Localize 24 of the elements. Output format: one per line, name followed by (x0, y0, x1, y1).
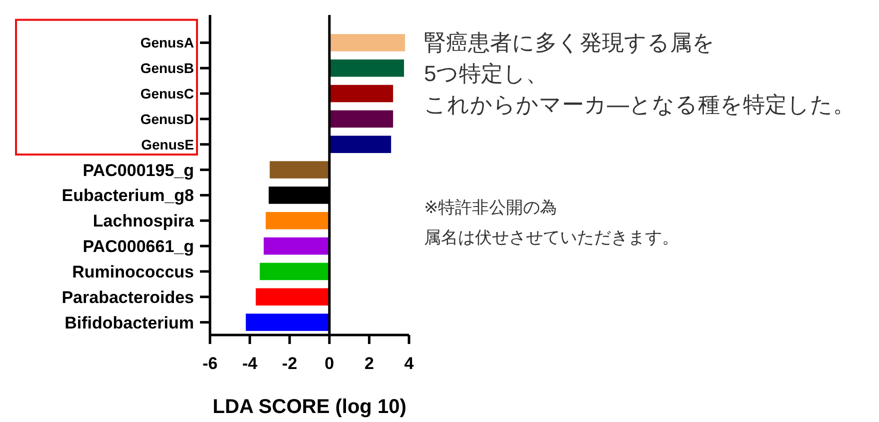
y-tick-label: PAC000195_g (82, 160, 194, 180)
y-tick-label: GenusD (140, 110, 194, 127)
y-tick-label: GenusC (140, 86, 194, 102)
text: ※特許非公開の為 (424, 198, 558, 217)
x-tick-label: 4 (404, 354, 414, 373)
text: 5つ特定し、 (424, 61, 548, 86)
y-tick-label: Lachnospira (92, 212, 195, 231)
y-tick-label: Parabacteroides (62, 288, 194, 307)
x-tick-label: 0 (324, 354, 334, 373)
x-tick-label: 2 (364, 354, 374, 373)
x-tick-label: -2 (282, 354, 298, 373)
y-tick-label: Eubacterium_g8 (62, 186, 194, 206)
text: 腎癌患者に多く発現する属を (424, 30, 715, 55)
text: これからかマーカ—となる種を特定した。 (424, 92, 855, 117)
y-tick-label: GenusA (140, 34, 194, 51)
x-tick-label: -4 (242, 354, 258, 373)
y-tick-label: GenusE (141, 136, 194, 152)
x-axis-title: LDA SCORE (log 10) (212, 396, 406, 418)
y-tick-label: PAC000661_g (82, 237, 194, 256)
text: 属名は伏せさせていただきます。 (424, 228, 679, 247)
y-tick-label: Ruminococcus (72, 262, 194, 282)
y-tick-label: Bifidobacterium (64, 313, 194, 332)
y-tick-label: GenusB (140, 60, 194, 76)
x-tick-label: -6 (202, 354, 218, 373)
